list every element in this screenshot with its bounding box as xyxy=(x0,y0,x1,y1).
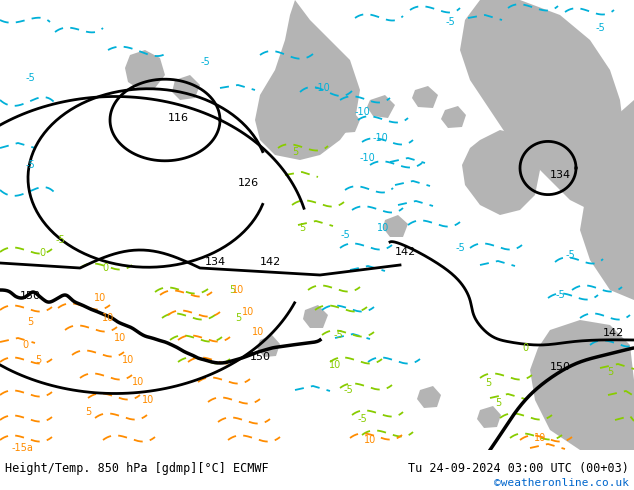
Text: 10: 10 xyxy=(232,285,244,295)
Polygon shape xyxy=(412,86,438,108)
Text: -5: -5 xyxy=(200,57,210,67)
Text: 5: 5 xyxy=(85,407,91,417)
Polygon shape xyxy=(441,106,466,128)
Text: ©weatheronline.co.uk: ©weatheronline.co.uk xyxy=(494,478,629,488)
Text: 142: 142 xyxy=(259,257,281,267)
Text: 0: 0 xyxy=(22,340,28,350)
Text: 126: 126 xyxy=(238,178,259,188)
Text: -5: -5 xyxy=(25,73,35,83)
Polygon shape xyxy=(383,215,408,237)
Text: -5: -5 xyxy=(333,330,343,340)
Polygon shape xyxy=(367,95,395,118)
Text: 142: 142 xyxy=(602,328,624,338)
Polygon shape xyxy=(417,386,441,408)
Text: -5: -5 xyxy=(455,243,465,253)
Text: Tu 24-09-2024 03:00 UTC (00+03): Tu 24-09-2024 03:00 UTC (00+03) xyxy=(408,462,629,475)
Text: 10: 10 xyxy=(252,327,264,337)
Text: 150: 150 xyxy=(550,362,571,372)
Text: 10: 10 xyxy=(142,395,154,405)
Text: 116: 116 xyxy=(167,113,188,123)
Text: 150: 150 xyxy=(250,352,271,362)
Text: -10: -10 xyxy=(314,83,330,93)
Text: -15a: -15a xyxy=(11,443,33,453)
Text: 142: 142 xyxy=(394,247,416,257)
Text: 10: 10 xyxy=(242,307,254,317)
Text: 150: 150 xyxy=(20,291,41,301)
Polygon shape xyxy=(462,130,540,215)
Polygon shape xyxy=(255,0,360,160)
Polygon shape xyxy=(477,406,501,428)
Text: 10: 10 xyxy=(132,377,144,387)
Text: 10: 10 xyxy=(114,333,126,343)
Text: 10: 10 xyxy=(102,313,114,323)
Polygon shape xyxy=(125,50,165,90)
Text: 5: 5 xyxy=(35,355,41,365)
Text: 10: 10 xyxy=(534,433,546,443)
Text: 10: 10 xyxy=(329,360,341,370)
Text: -5: -5 xyxy=(555,290,565,300)
Text: 5: 5 xyxy=(229,285,235,295)
Text: 10: 10 xyxy=(377,223,389,233)
Text: 5: 5 xyxy=(27,317,33,327)
Text: -10: -10 xyxy=(359,153,375,163)
Polygon shape xyxy=(460,0,625,210)
Text: -5: -5 xyxy=(25,160,35,170)
Text: 5: 5 xyxy=(299,223,305,233)
Text: -5: -5 xyxy=(55,235,65,245)
Text: -5: -5 xyxy=(343,385,353,395)
Polygon shape xyxy=(257,335,280,357)
Text: 0: 0 xyxy=(102,263,108,273)
Text: 5: 5 xyxy=(485,378,491,388)
Text: -10: -10 xyxy=(372,133,388,143)
Text: 10: 10 xyxy=(122,355,134,365)
Text: -5: -5 xyxy=(445,17,455,27)
Text: 10: 10 xyxy=(94,293,106,303)
Text: 0: 0 xyxy=(522,343,528,353)
Text: 5: 5 xyxy=(235,313,241,323)
Text: -5: -5 xyxy=(565,250,575,260)
Polygon shape xyxy=(172,75,200,100)
Text: 134: 134 xyxy=(550,170,571,180)
Text: 5: 5 xyxy=(607,367,613,377)
Text: 5: 5 xyxy=(495,398,501,408)
Polygon shape xyxy=(335,110,360,133)
Polygon shape xyxy=(303,305,328,328)
Text: 10: 10 xyxy=(364,435,376,445)
Text: -5: -5 xyxy=(595,23,605,33)
Text: 0: 0 xyxy=(39,248,45,258)
Text: -5: -5 xyxy=(357,414,367,424)
Polygon shape xyxy=(530,320,634,450)
Text: -10: -10 xyxy=(354,107,370,117)
Text: 5: 5 xyxy=(292,147,298,157)
Text: -5: -5 xyxy=(340,230,350,240)
Text: Height/Temp. 850 hPa [gdmp][°C] ECMWF: Height/Temp. 850 hPa [gdmp][°C] ECMWF xyxy=(5,462,269,475)
Polygon shape xyxy=(580,100,634,300)
Text: 134: 134 xyxy=(204,257,226,267)
